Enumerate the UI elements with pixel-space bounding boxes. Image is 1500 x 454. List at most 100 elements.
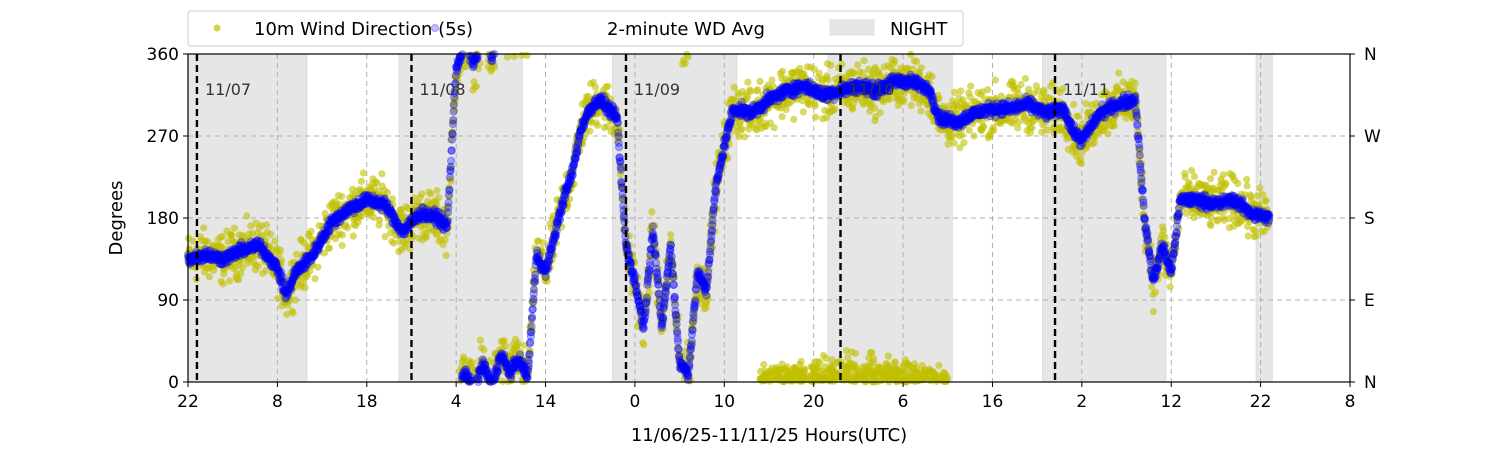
wd5s-point [263, 221, 270, 228]
wd5s-point [843, 347, 850, 354]
wdavg-point [446, 186, 453, 193]
wd5s-point [604, 83, 611, 90]
wd5s-point [267, 231, 274, 238]
wd5s-point [339, 232, 346, 239]
wdavg-point [448, 157, 455, 164]
wd5s-point [1132, 80, 1139, 87]
wd5s-point [785, 372, 792, 379]
wd5s-point [756, 78, 763, 85]
wd5s-point [816, 359, 823, 366]
wd5s-point [1222, 180, 1229, 187]
wd5s-point [768, 76, 775, 83]
wd5s-point [312, 275, 319, 282]
wd5s-point [314, 264, 321, 271]
wd5s-point [1243, 176, 1250, 183]
wdavg-point [640, 324, 647, 331]
wd5s-point [1220, 171, 1227, 178]
wd5s-point [900, 96, 907, 103]
wdavg-point [663, 281, 670, 288]
wd5s-point [757, 368, 764, 375]
wd5s-point [443, 252, 450, 259]
wdavg-point [668, 253, 675, 260]
wdavg-point [660, 314, 667, 321]
wd5s-point [811, 367, 818, 374]
wd5s-point [846, 360, 853, 367]
wd5s-point [1075, 113, 1082, 120]
wdavg-point [670, 274, 677, 281]
wdavg-point [652, 251, 659, 258]
wdavg-point [560, 202, 567, 209]
wd5s-point [957, 88, 964, 95]
wd5s-point [1256, 184, 1263, 191]
wdavg-point [651, 239, 658, 246]
wd5s-point [289, 309, 296, 316]
wd5s-point [744, 79, 751, 86]
wdavg-point [617, 166, 624, 173]
wd5s-point [885, 374, 892, 381]
wd5s-point [891, 57, 898, 64]
wdavg-point [689, 326, 696, 333]
wd5s-point [243, 212, 250, 219]
wd5s-point [929, 368, 936, 375]
wd5s-point [760, 361, 767, 368]
wd5s-point [992, 76, 999, 83]
wd5s-point [1115, 70, 1122, 77]
wd5s-point [960, 139, 967, 146]
wdavg-point [529, 306, 536, 313]
wd5s-point [980, 123, 987, 130]
wd5s-point [1014, 124, 1021, 131]
wdavg-point [643, 294, 650, 301]
wd5s-point [524, 52, 531, 59]
wdavg-point [569, 171, 576, 178]
wd5s-point [480, 346, 487, 353]
wd5s-point [189, 237, 196, 244]
wd5s-point [1040, 87, 1047, 94]
wd5s-point [1017, 81, 1024, 88]
wd5s-point [903, 378, 910, 385]
wdavg-point [642, 309, 649, 316]
wd5s-point [865, 354, 872, 361]
wd5s-point [770, 375, 777, 382]
wd5s-point [932, 375, 939, 382]
wd5s-point [477, 337, 484, 344]
wd5s-point [970, 132, 977, 139]
wd5s-point [892, 359, 899, 366]
wd5s-point [908, 365, 915, 372]
wd5s-point [741, 133, 748, 140]
wd5s-point [846, 370, 853, 377]
wd5s-point [779, 113, 786, 120]
wdavg-point [525, 360, 532, 367]
wd5s-point [308, 228, 315, 235]
wd5s-point [877, 109, 884, 116]
wd5s-point [667, 231, 674, 238]
wd5s-point [822, 355, 829, 362]
wd5s-point [339, 242, 346, 249]
wdavg-point [553, 227, 560, 234]
wdavg-point [722, 144, 729, 151]
wdavg-point [703, 292, 710, 299]
wd5s-point [376, 216, 383, 223]
wdavg-point [649, 223, 656, 230]
wd5s-point [1044, 126, 1051, 133]
wdavg-point [449, 131, 456, 138]
wd5s-point [540, 239, 547, 246]
wd5s-point [828, 367, 835, 374]
wd5s-point [338, 193, 345, 200]
wd5s-point [271, 237, 278, 244]
wd5s-point [255, 262, 262, 269]
wd5s-point [771, 124, 778, 131]
wd5s-point [292, 296, 299, 303]
wd5s-point [859, 374, 866, 381]
wd5s-point [945, 141, 952, 148]
wd5s-point [1252, 232, 1259, 239]
wdavg-point [494, 368, 501, 375]
wd5s-point [206, 273, 213, 280]
wd5s-point [747, 88, 754, 95]
wd5s-point [893, 365, 900, 372]
wd5s-point [226, 278, 233, 285]
wdavg-point [616, 144, 623, 151]
wd5s-point [1104, 130, 1111, 137]
wdavg-point [671, 294, 678, 301]
wdavg-point [627, 259, 634, 266]
